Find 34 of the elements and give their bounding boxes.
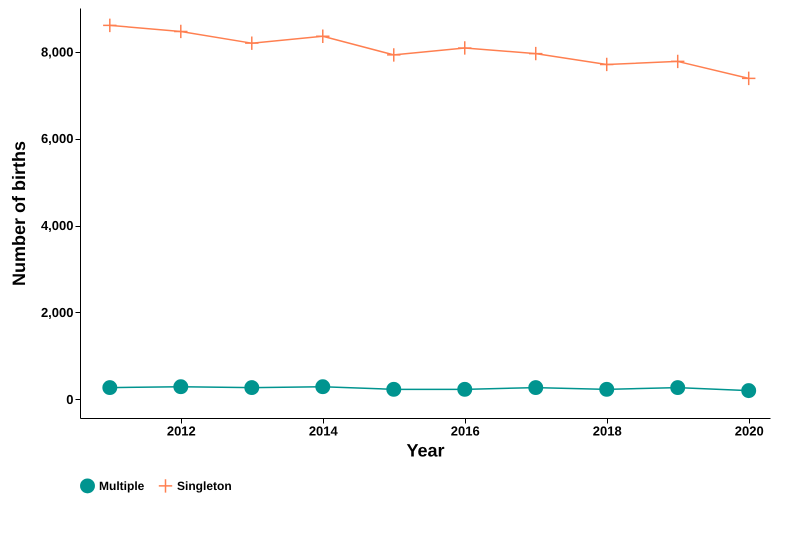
- point: [173, 379, 188, 394]
- y-tick-label: 2,000: [40, 304, 74, 320]
- point: [244, 36, 260, 51]
- legend-label: Singleton: [177, 478, 232, 493]
- x-axis-title: Year: [406, 440, 445, 460]
- point: [528, 46, 544, 62]
- y-tick-label: 6,000: [40, 131, 74, 146]
- x-tick-label: 2016: [450, 424, 480, 438]
- point: [599, 57, 614, 72]
- point: [102, 18, 118, 33]
- point: [741, 383, 756, 398]
- y-tick-label: 0: [66, 392, 74, 407]
- point: [599, 382, 614, 397]
- point: [670, 380, 686, 396]
- x-tick-label: 2018: [592, 424, 622, 438]
- point: [457, 382, 472, 397]
- point: [315, 28, 330, 44]
- legend-label: Multiple: [99, 478, 145, 493]
- y-tick-label: 4,000: [40, 218, 74, 234]
- point: [102, 380, 118, 396]
- point: [670, 54, 686, 69]
- point: [315, 379, 330, 394]
- x-tick-label: 2020: [734, 424, 764, 438]
- point: [457, 40, 472, 56]
- point: [528, 380, 544, 396]
- point: [386, 47, 402, 62]
- x-tick-label: 2012: [166, 424, 196, 438]
- y-axis-title: Number of births: [8, 140, 29, 286]
- point: [386, 382, 402, 397]
- point: [741, 70, 756, 86]
- y-tick-label: 8,000: [40, 44, 74, 60]
- point: [244, 380, 260, 396]
- x-tick-label: 2014: [308, 424, 339, 438]
- point: [173, 24, 188, 39]
